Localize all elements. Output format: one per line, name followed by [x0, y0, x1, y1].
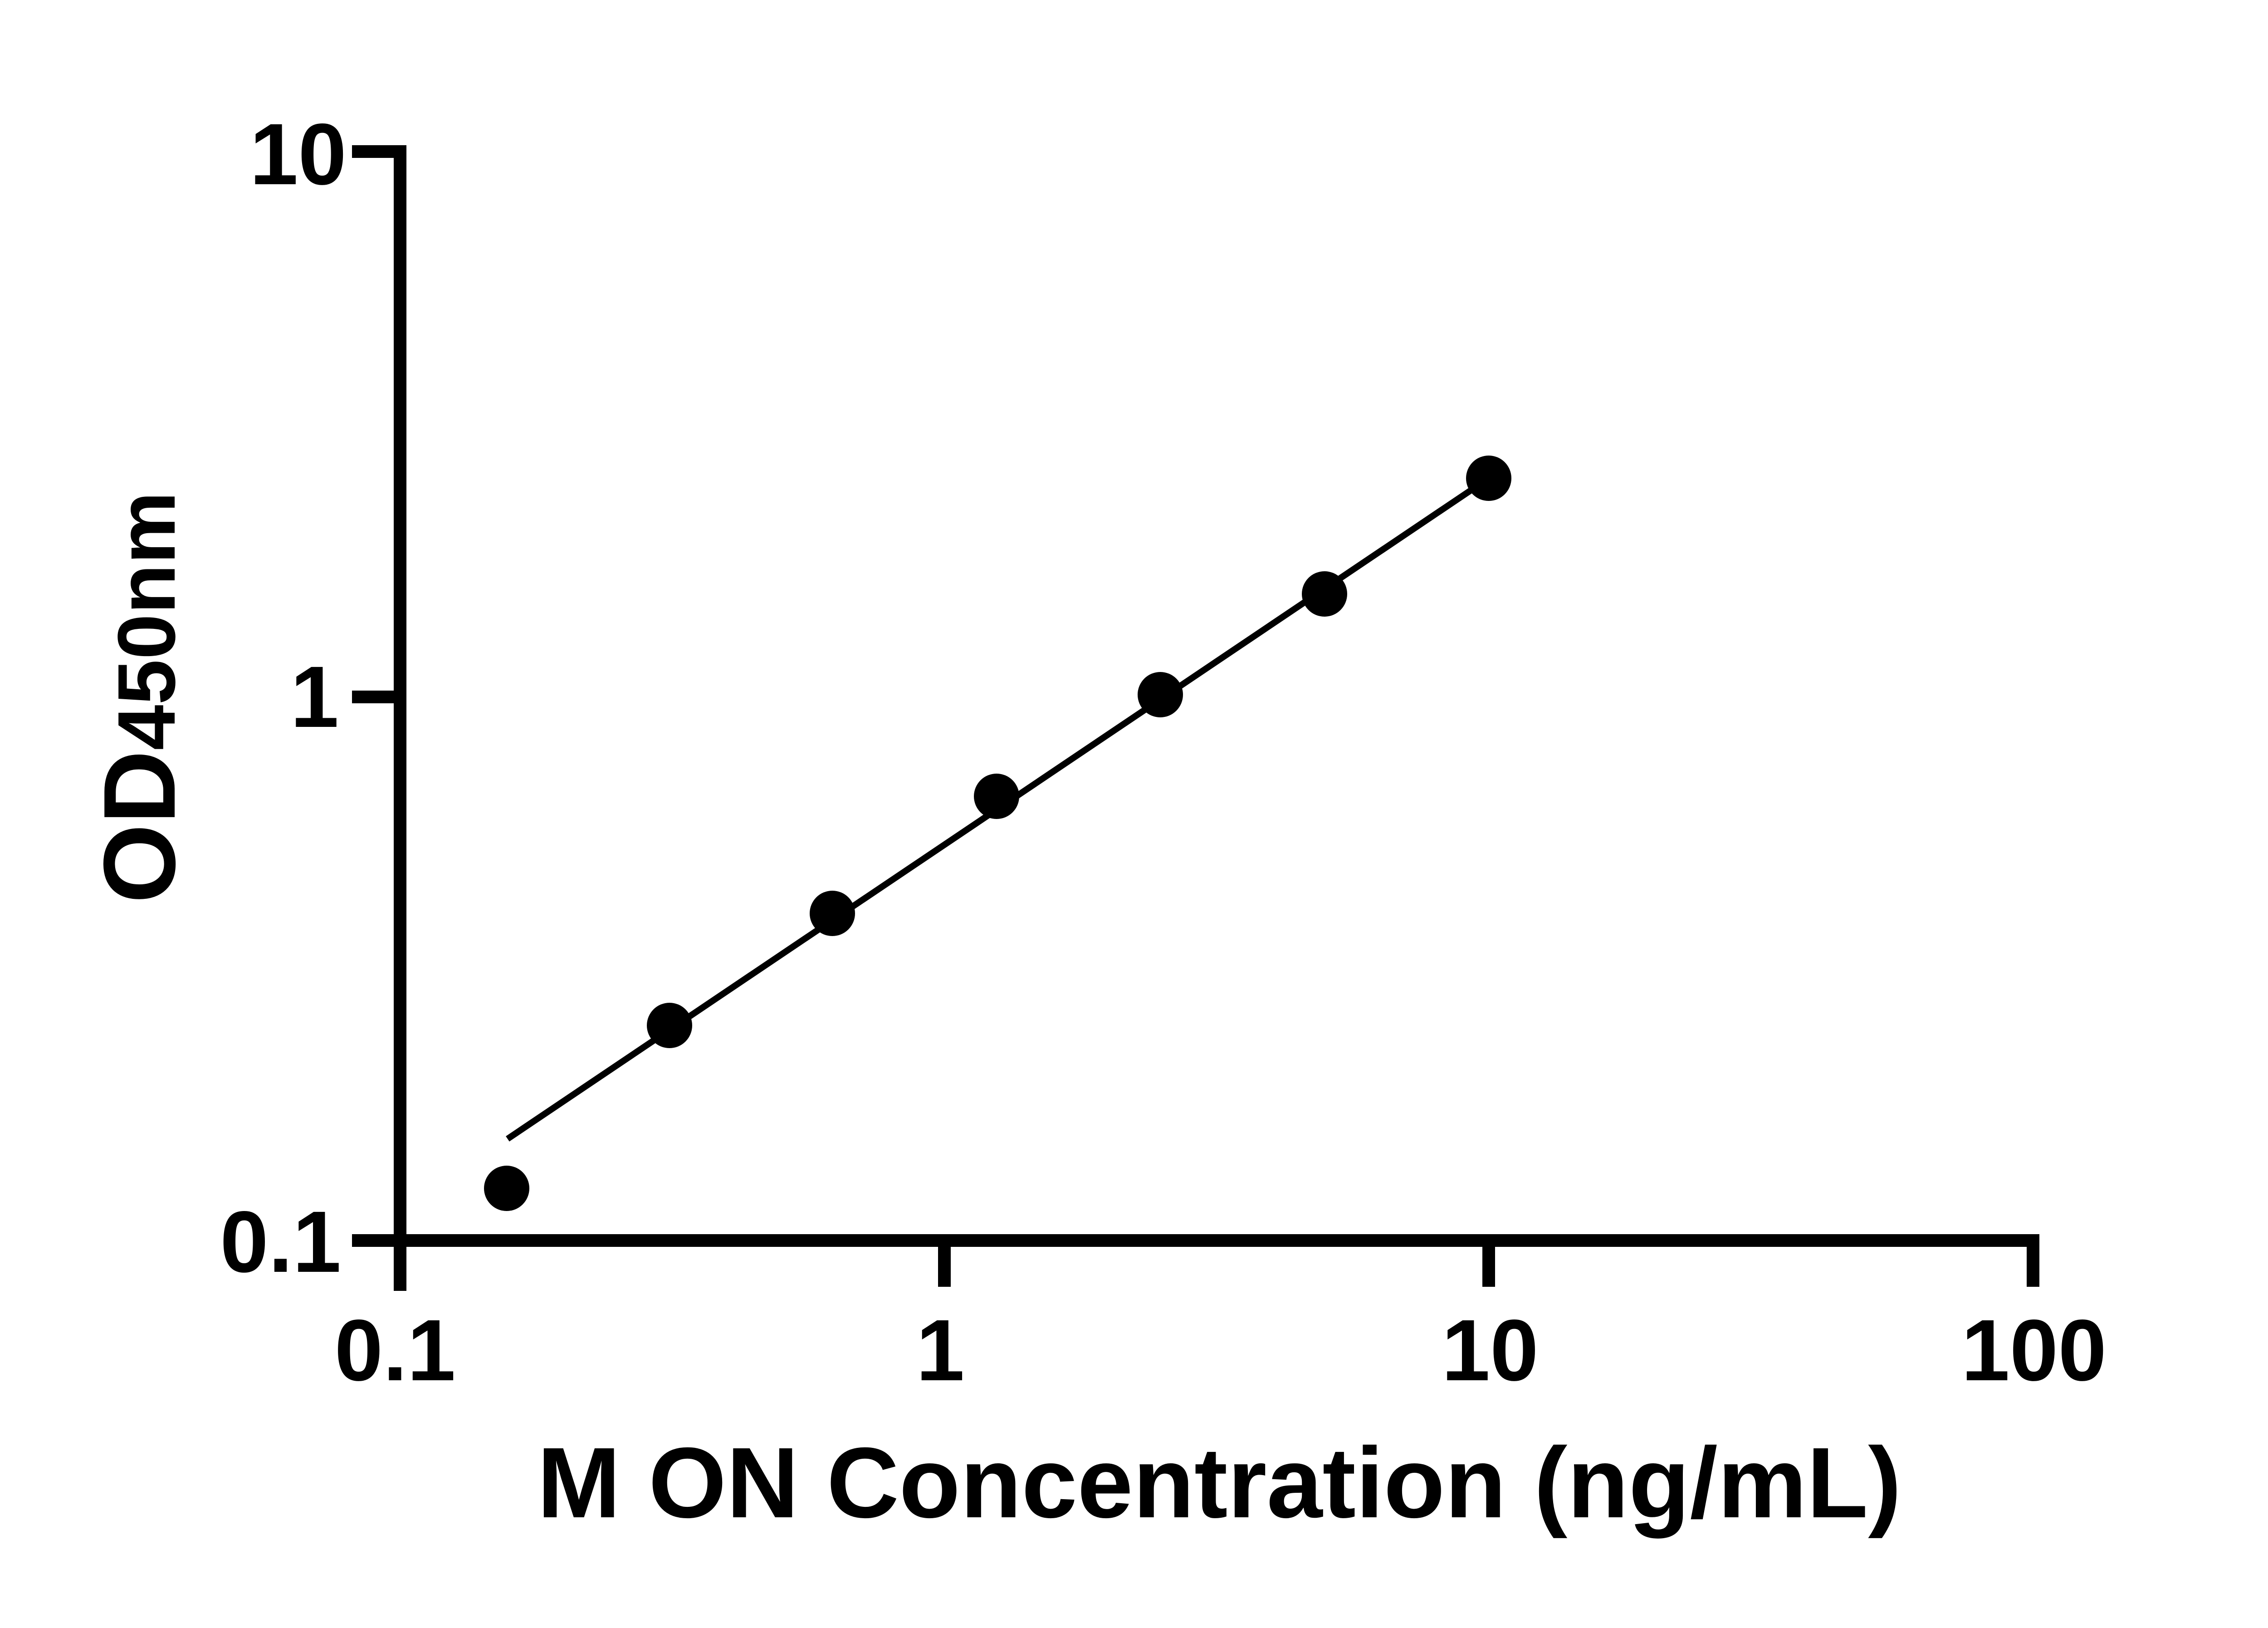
svg-text:1: 1 [290, 648, 339, 745]
svg-text:0.1: 0.1 [335, 1301, 456, 1399]
svg-text:1: 1 [916, 1301, 965, 1399]
svg-text:M ON Concentration (ng/mL): M ON Concentration (ng/mL) [537, 1427, 1901, 1539]
svg-text:100: 100 [1961, 1301, 2107, 1399]
svg-text:10: 10 [1442, 1301, 1539, 1399]
svg-text:0.1: 0.1 [220, 1193, 341, 1290]
svg-text:OD450nm: OD450nm [82, 491, 196, 903]
svg-text:10: 10 [249, 105, 347, 203]
